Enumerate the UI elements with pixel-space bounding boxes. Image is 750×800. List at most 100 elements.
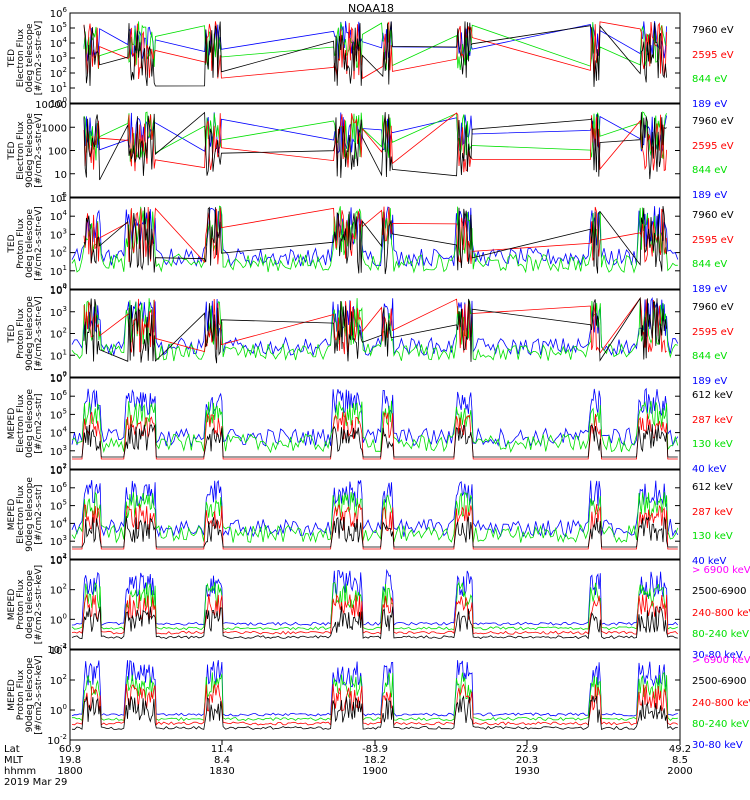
legend-entry: 287 keV — [692, 507, 733, 518]
y-tick-label: 1 — [61, 193, 67, 204]
y-axis-label: 0deg telescope — [25, 570, 35, 640]
y-tick-label: 10 — [54, 170, 67, 181]
series-trace-black — [83, 21, 667, 87]
y-tick-label: 101 — [50, 81, 67, 95]
series-trace-blue — [71, 206, 679, 268]
legend-entry: 240-800 keV — [692, 698, 750, 709]
y-axis-label: [#/cm2-s-str-eV] — [34, 206, 44, 281]
y-axis-label: [#/cm2-s-str-eV] — [34, 113, 44, 188]
y-axis-label: [#/cm2-s-str] — [34, 484, 44, 544]
x-tick-label-mlt: 8.4 — [214, 755, 230, 766]
legend-entry: 189 eV — [692, 284, 727, 295]
legend-entry: 2595 eV — [692, 141, 734, 152]
y-axis-label: [#/cm2-s-str] — [34, 393, 44, 453]
x-tick-label-lat: 49.2 — [669, 744, 691, 755]
legend-entry: 240-800 keV — [692, 608, 750, 619]
legend-entry: 7960 eV — [692, 25, 734, 36]
y-tick-label: 107 — [50, 463, 67, 477]
y-axis-label: TED — [7, 49, 17, 68]
y-tick-label: 105 — [50, 21, 67, 35]
x-row-label: Lat — [4, 744, 20, 755]
y-tick-label: 104 — [50, 36, 68, 50]
legend-entry: 844 eV — [692, 351, 727, 362]
y-tick-label: 103 — [50, 51, 67, 65]
y-axis-label: [#/cm2-s-str-keV] — [34, 565, 44, 644]
x-tick-label-lat: 11.4 — [211, 744, 233, 755]
y-axis-label: Electron Flux — [16, 485, 26, 544]
x-tick-label-hhmm: 2000 — [667, 766, 692, 777]
x-tick-label-mlt: 8.5 — [672, 755, 688, 766]
y-axis-label: Electron Flux — [16, 394, 26, 453]
panel-2: 1 10 100 1000 10000 TED Electron Flux 90deg tel… — [7, 100, 734, 204]
series-trace-green — [83, 111, 667, 162]
x-tick-label-mlt: 18.2 — [364, 755, 386, 766]
x-tick-label-hhmm: 1900 — [362, 766, 387, 777]
panel-5: 102 103 104 105 106 107 MEPED Electron Flux 0deg… — [7, 371, 733, 476]
y-tick-label: 1000 — [42, 123, 67, 134]
x-row-label: hhmm — [4, 766, 36, 777]
legend-entry: 7960 eV — [692, 116, 734, 127]
legend-entry: 287 keV — [692, 415, 733, 426]
y-tick-label: 104 — [50, 643, 68, 657]
y-tick-label: 105 — [50, 191, 67, 205]
y-axis-label: 90deg telescope — [25, 477, 35, 552]
legend-entry: 844 eV — [692, 74, 727, 85]
y-tick-label: 104 — [50, 516, 68, 530]
y-tick-label: 104 — [50, 283, 68, 297]
y-tick-label: 100 — [48, 147, 67, 158]
panel-frame — [69, 469, 681, 560]
x-tick-label-mlt: 20.3 — [516, 755, 538, 766]
legend-entry: 130 keV — [692, 439, 733, 450]
y-axis-label: 90deg telescope — [25, 296, 35, 371]
y-tick-label: 101 — [50, 348, 67, 362]
y-tick-label: 101 — [50, 264, 67, 278]
panel-8: 10-2 100 102 104 MEPED Proton Flux 90deg teles… — [7, 643, 750, 751]
series-trace-red — [83, 206, 667, 265]
y-axis-label: 0deg telescope — [25, 209, 35, 279]
y-tick-label: 106 — [50, 389, 68, 403]
y-tick-label: 102 — [50, 327, 67, 341]
x-tick-label-lat: 60.9 — [59, 744, 81, 755]
panel-frame — [69, 559, 681, 650]
legend-entry: 30-80 keV — [692, 650, 743, 661]
y-tick-label: 106 — [50, 6, 68, 20]
y-axis-label: MEPED — [7, 589, 17, 621]
panel-frame — [69, 103, 681, 198]
x-tick-label-mlt: 19.8 — [59, 755, 81, 766]
y-tick-label: 10-2 — [47, 642, 67, 656]
legend-entry: 189 eV — [692, 376, 727, 387]
y-tick-label: 102 — [50, 462, 67, 476]
y-tick-label: 104 — [50, 553, 68, 567]
series-trace-black — [71, 606, 678, 640]
legend-entry: 2500-6900 — [692, 586, 747, 597]
y-axis-label: MEPED — [7, 499, 17, 531]
series-trace-green — [71, 400, 679, 454]
panel-4: 100 101 102 103 104 TED Proton Flux 90deg teles… — [7, 283, 734, 387]
series-trace-blue — [71, 660, 678, 717]
series-trace-black — [83, 297, 667, 364]
legend-entry: 2500-6900 — [692, 676, 747, 687]
legend-entry: 189 eV — [692, 99, 727, 110]
legend-entry: 612 keV — [692, 390, 733, 401]
series-trace-black — [72, 516, 678, 548]
y-tick-label: 107 — [50, 371, 67, 385]
legend-entry: 40 keV — [692, 464, 726, 475]
legend-entry: 2595 eV — [692, 327, 734, 338]
y-axis-label: TED — [7, 324, 17, 343]
legend-entry: 844 eV — [692, 259, 727, 270]
series-trace-green — [71, 491, 679, 544]
series-trace-black — [71, 695, 678, 731]
y-axis-label: 0deg telescope — [25, 389, 35, 459]
legend-entry: 80-240 keV — [692, 719, 749, 730]
y-tick-label: 102 — [50, 66, 67, 80]
x-tick-label-hhmm: 1800 — [57, 766, 82, 777]
y-axis-label: 90deg telescope — [25, 113, 35, 188]
series-trace-red — [83, 21, 667, 80]
y-axis-label: MEPED — [7, 408, 17, 440]
series-trace-black — [72, 423, 678, 458]
x-tick-label-hhmm: 1930 — [514, 766, 539, 777]
series-trace-red — [71, 683, 678, 726]
y-tick-label: 105 — [50, 407, 67, 421]
